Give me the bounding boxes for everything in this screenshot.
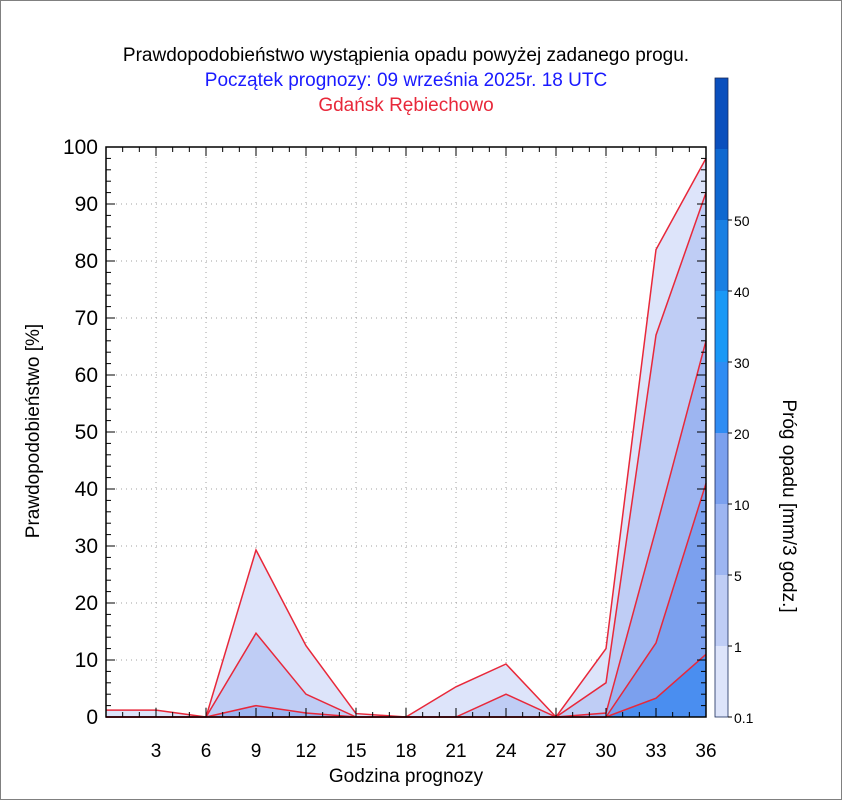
area-series-0 bbox=[106, 158, 706, 717]
colorbar-band-3 bbox=[715, 433, 728, 504]
colorbar-ticks: 0.1 1 5 10 20 30 40 50 bbox=[728, 213, 754, 726]
colorbar bbox=[714, 77, 729, 718]
x-tick-label: 12 bbox=[295, 741, 316, 762]
y-tick-label: 40 bbox=[75, 478, 98, 501]
x-tick-label: 6 bbox=[201, 741, 212, 762]
chart-location: Gdańsk Rębiechowo bbox=[318, 95, 493, 116]
colorbar-tick-label: 10 bbox=[734, 497, 750, 513]
colorbar-band-7 bbox=[715, 149, 728, 220]
x-tick-label: 30 bbox=[595, 741, 616, 762]
y-tick-label: 0 bbox=[86, 706, 98, 729]
colorbar-band-5 bbox=[715, 291, 728, 362]
chart-subtitle: Początek prognozy: 09 września 2025r. 18… bbox=[205, 70, 607, 91]
x-tick-label: 15 bbox=[345, 741, 366, 762]
y-tick-label: 50 bbox=[75, 421, 98, 444]
y-axis-ticks: 0 10 20 30 40 50 60 70 80 90 100 bbox=[63, 136, 706, 729]
colorbar-tick-label: 50 bbox=[734, 213, 750, 229]
x-tick-label: 21 bbox=[445, 741, 466, 762]
y-tick-label: 100 bbox=[63, 136, 98, 159]
x-tick-label: 36 bbox=[695, 741, 716, 762]
colorbar-band-8 bbox=[715, 78, 728, 149]
colorbar-tick-label: 0.1 bbox=[734, 710, 754, 726]
area-series bbox=[106, 158, 706, 718]
colorbar-band-6 bbox=[715, 220, 728, 291]
colorbar-tick-label: 20 bbox=[734, 426, 750, 442]
y-tick-label: 20 bbox=[75, 592, 98, 615]
x-tick-label: 9 bbox=[251, 741, 262, 762]
x-tick-label: 33 bbox=[645, 741, 666, 762]
y-tick-label: 10 bbox=[75, 649, 98, 672]
chart-title: Prawdopodobieństwo wystąpienia opadu pow… bbox=[123, 45, 689, 66]
area-series-4 bbox=[106, 654, 706, 717]
x-tick-label: 3 bbox=[151, 741, 162, 762]
x-tick-label: 24 bbox=[495, 741, 517, 762]
y-tick-label: 60 bbox=[75, 364, 98, 387]
colorbar-band-2 bbox=[715, 504, 728, 575]
y-tick-label: 30 bbox=[75, 535, 98, 558]
colorbar-tick-label: 40 bbox=[734, 284, 750, 300]
y-tick-label: 70 bbox=[75, 307, 98, 330]
x-tick-label: 27 bbox=[545, 741, 566, 762]
area-series-1 bbox=[106, 192, 706, 718]
y-tick-label: 90 bbox=[75, 193, 98, 216]
x-axis-label: Godzina prognozy bbox=[329, 766, 484, 787]
colorbar-tick-label: 1 bbox=[734, 639, 742, 655]
area-series-3 bbox=[106, 483, 706, 717]
colorbar-band-1 bbox=[715, 575, 728, 646]
colorbar-label: Próg opadu [mm/3 godz.] bbox=[778, 399, 799, 612]
y-tick-label: 80 bbox=[75, 250, 98, 273]
colorbar-tick-label: 30 bbox=[734, 355, 750, 371]
colorbar-band-4 bbox=[715, 362, 728, 433]
x-axis-ticks: 3 6 9 12 15 18 21 24 27 30 33 36 bbox=[105, 147, 717, 762]
y-axis-label: Prawdopodobieństwo [%] bbox=[23, 324, 44, 538]
colorbar-tick-label: 5 bbox=[734, 568, 742, 584]
colorbar-border bbox=[714, 77, 729, 718]
colorbar-band-0 bbox=[715, 646, 728, 717]
x-tick-label: 18 bbox=[395, 741, 416, 762]
